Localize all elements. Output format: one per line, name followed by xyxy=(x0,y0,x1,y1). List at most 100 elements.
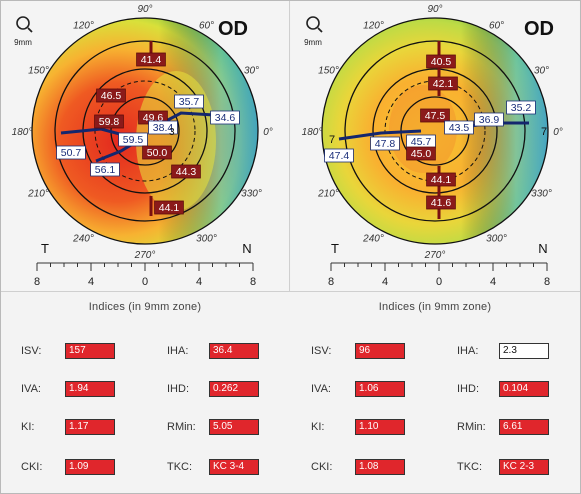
edge-value-left: 7 xyxy=(329,134,335,146)
index-label-tkc: TKC: xyxy=(167,461,193,473)
scale-label: 4 xyxy=(382,276,388,288)
value-box xyxy=(96,88,126,103)
index-value-ki: 1.17 xyxy=(65,419,115,435)
angle-label-150: 150° xyxy=(318,66,339,77)
map-panel-left: 90° 60° 30° 0° 330° 300° 270° 240° 210° 180° 150° 1… xyxy=(1,1,290,313)
indices-title-right: Indices (in 9mm zone) xyxy=(378,301,492,313)
index-label-rmin: RMin: xyxy=(167,421,196,433)
index-label-isv: ISV: xyxy=(311,345,332,357)
curvature-value: 44.1 xyxy=(159,202,180,214)
angle-label-210: 210° xyxy=(27,189,49,200)
index-value-iha: 36.4 xyxy=(209,343,259,359)
curvature-value: 50.0 xyxy=(147,147,168,159)
index-value-iva: 1.06 xyxy=(355,381,405,397)
index-value-iva: 1.94 xyxy=(65,381,115,397)
angle-label-0: 0° xyxy=(553,127,563,138)
index-value-ihd: 0.104 xyxy=(499,381,549,397)
curvature-value: 44.1 xyxy=(431,174,452,186)
angle-label-150: 150° xyxy=(28,66,49,77)
index-label-cki: CKI: xyxy=(311,461,333,473)
scale-label: 4 xyxy=(88,276,94,288)
value-box xyxy=(94,114,124,129)
value-box xyxy=(370,136,400,151)
eye-label: OD xyxy=(218,18,248,40)
curvature-value: 42.1 xyxy=(433,78,454,90)
angle-label-300: 300° xyxy=(196,234,217,245)
angle-label-60: 60° xyxy=(199,21,214,32)
angle-label-270: 270° xyxy=(134,250,156,261)
angle-label-90: 90° xyxy=(427,4,442,15)
curvature-map-left: 90° 60° 30° 0° 330° 300° 270° 240° 210° 180° 150° 1… xyxy=(12,4,273,288)
index-value-ihd: 0.262 xyxy=(209,381,259,397)
index-value-cki: 1.09 xyxy=(65,459,115,475)
index-value-isv: 96 xyxy=(355,343,405,359)
index-label-cki: CKI: xyxy=(21,461,43,473)
index-label-isv: ISV: xyxy=(21,345,42,357)
angle-label-240: 240° xyxy=(72,234,94,245)
edge-value-right: 7 xyxy=(541,126,547,138)
angle-label-330: 330° xyxy=(531,189,552,200)
value-box xyxy=(142,145,172,160)
zoom-icon[interactable] xyxy=(16,16,33,33)
index-label-ki: KI: xyxy=(21,421,35,433)
angle-label-30: 30° xyxy=(534,66,549,77)
zoom-label: 9mm xyxy=(14,38,32,47)
value-box xyxy=(420,108,450,123)
index-value-isv: 157 xyxy=(65,343,115,359)
curvature-value: 56.1 xyxy=(95,164,116,176)
index-value-iha: 2.3 xyxy=(499,343,549,359)
curvature-value: 35.2 xyxy=(511,102,532,114)
curvature-value: 59.8 xyxy=(99,116,120,128)
index-label-tkc: TKC: xyxy=(457,461,483,473)
zoom-icon[interactable] xyxy=(306,16,323,33)
curvature-value: 44.3 xyxy=(176,166,197,178)
scale-label: 4 xyxy=(490,276,496,288)
nasal-label: N xyxy=(242,241,251,256)
scale-label: 8 xyxy=(544,276,550,288)
value-box xyxy=(426,195,456,210)
scale-label: 8 xyxy=(34,276,40,288)
angle-label-180: 180° xyxy=(302,127,323,138)
value-box xyxy=(506,100,536,115)
value-box xyxy=(428,76,458,91)
angle-label-30: 30° xyxy=(244,66,259,77)
temporal-label: T xyxy=(41,241,49,256)
curvature-value: 45.7 xyxy=(411,136,432,148)
index-value-rmin: 6.61 xyxy=(499,419,549,435)
curvature-value: 45.0 xyxy=(411,148,432,160)
temporal-label: T xyxy=(331,241,339,256)
value-box xyxy=(171,164,201,179)
angle-label-300: 300° xyxy=(486,234,507,245)
angle-label-180: 180° xyxy=(12,127,33,138)
angle-label-210: 210° xyxy=(317,189,339,200)
nasal-label: N xyxy=(538,241,547,256)
value-box xyxy=(324,148,354,163)
zoom-label: 9mm xyxy=(304,38,322,47)
value-box xyxy=(136,52,166,67)
scale-label: 4 xyxy=(196,276,202,288)
curvature-value: 47.8 xyxy=(375,138,396,150)
angle-label-0: 0° xyxy=(263,127,273,138)
angle-label-120: 120° xyxy=(363,21,384,32)
curvature-value: 36.9 xyxy=(479,114,500,126)
value-box xyxy=(210,110,240,125)
indices-title-left: Indices (in 9mm zone) xyxy=(88,301,202,313)
curvature-value: 38.4 xyxy=(153,122,174,134)
index-label-ihd: IHD: xyxy=(457,383,479,395)
index-value-ki: 1.10 xyxy=(355,419,405,435)
angle-label-330: 330° xyxy=(241,189,262,200)
index-label-ihd: IHD: xyxy=(167,383,189,395)
value-box xyxy=(56,145,86,160)
map-panel-right: 90° 60° 30° 0° 330° 300° 270° 240° 210° 180° 150° 1… xyxy=(291,1,579,313)
index-label-iva: IVA: xyxy=(311,383,331,395)
value-box xyxy=(406,146,436,161)
index-value-tkc: KC 2-3 xyxy=(499,459,549,475)
curvature-value: 46.5 xyxy=(101,90,122,102)
center-mark: 3 xyxy=(169,127,175,138)
curvature-value: 50.7 xyxy=(61,147,82,159)
value-box xyxy=(148,120,178,135)
curvature-map-right: 90° 60° 30° 0° 330° 300° 270° 240° 210° 180° 150° 1… xyxy=(302,4,563,288)
index-label-iha: IHA: xyxy=(167,345,189,357)
curvature-value: 35.7 xyxy=(179,96,200,108)
scale-label: 0 xyxy=(142,276,148,288)
